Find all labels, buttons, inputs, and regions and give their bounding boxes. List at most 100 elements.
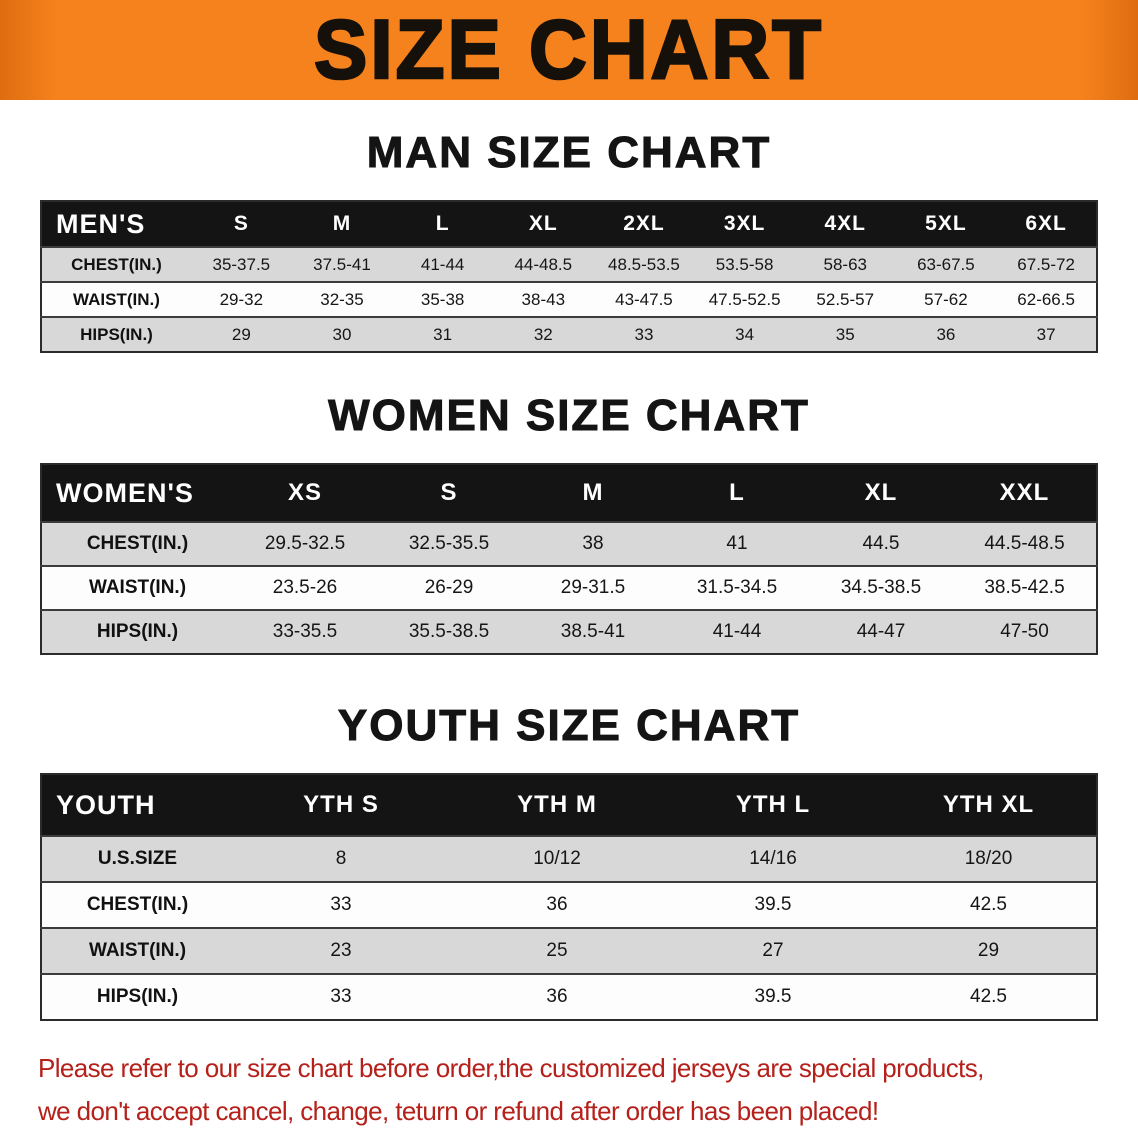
size-value-cell: 44-48.5 [514, 254, 573, 274]
size-value-cell: 36 [546, 894, 568, 915]
size-value-cell: 34.5-38.5 [840, 577, 922, 598]
column-header: M [521, 464, 665, 522]
size-value-cell: 8 [335, 848, 347, 869]
size-value-cell: 29-32 [219, 289, 264, 309]
size-value-cell: 41-44 [712, 621, 762, 642]
column-header: XS [233, 464, 377, 522]
size-value-cell: 38.5-41 [560, 621, 626, 642]
row-label: WAIST(IN.) [88, 577, 187, 598]
banner-title: SIZE CHART [313, 2, 824, 97]
column-header: S [377, 464, 521, 522]
footer-note-line-2: we don't accept cancel, change, teturn o… [38, 1096, 879, 1126]
size-value-cell: 44-47 [856, 621, 906, 642]
size-value-cell: 39.5 [754, 894, 792, 915]
size-value-cell: 14/16 [749, 848, 797, 869]
row-label: WAIST(IN.) [88, 940, 187, 961]
column-header: 6XL [996, 201, 1097, 247]
size-value-cell: 35-37.5 [212, 254, 271, 274]
table-row: CHEST(IN.) 35-37.5 37.5-41 41-44 44-48.5 48.5… [41, 247, 1097, 282]
mens-section: MAN SIZE CHART MEN'S S M L XL 2XL 3XL 4XL 5XL 6XL C… [0, 128, 1138, 353]
table-row: WAIST(IN.) 23.5-26 26-29 29-31.5 31.5-34.5 34… [41, 566, 1097, 610]
size-value-cell: 35.5-38.5 [408, 621, 490, 642]
size-value-cell: 30 [332, 324, 352, 344]
size-value-cell: 52.5-57 [816, 289, 875, 309]
size-value-cell: 26-29 [424, 577, 474, 598]
size-value-cell: 43-47.5 [615, 289, 673, 309]
footer-note-line-1: Please refer to our size chart before or… [38, 1053, 984, 1083]
column-header: S [191, 201, 292, 247]
row-label: WAIST(IN.) [73, 289, 160, 309]
size-value-cell: 33 [330, 986, 352, 1007]
size-value-cell: 44.5-48.5 [984, 533, 1065, 554]
table-row: HIPS(IN.) 33-35.5 35.5-38.5 38.5-41 41-44 44-… [41, 610, 1097, 654]
size-value-cell: 47.5-52.5 [708, 289, 781, 309]
row-label: CHEST(IN.) [86, 533, 189, 554]
size-value-cell: 36 [546, 986, 568, 1007]
size-value-cell: 23.5-26 [272, 577, 338, 598]
table-row: CHEST(IN.) 33 36 39.5 42.5 [41, 882, 1097, 928]
table-row: HIPS(IN.) 29 30 31 32 33 34 35 36 37 [41, 317, 1097, 352]
size-value-cell: 38-43 [521, 289, 566, 309]
size-value-cell: 32 [533, 324, 553, 344]
table-row: HIPS(IN.) 33 36 39.5 42.5 [41, 974, 1097, 1020]
size-value-cell: 33 [634, 324, 654, 344]
column-header: 5XL [895, 201, 997, 247]
size-value-cell: 41-44 [420, 254, 465, 274]
womens-size-table: WOMEN'S XS S M L XL XXL CHEST(IN.) 29.5-32.5 32.5… [40, 463, 1098, 655]
size-value-cell: 58-63 [823, 254, 867, 274]
size-value-cell: 53.5-58 [715, 254, 774, 274]
column-header: XL [809, 464, 953, 522]
sections: MAN SIZE CHART MEN'S S M L XL 2XL 3XL 4XL 5XL 6XL C… [0, 128, 1138, 1021]
table-header-row: YOUTH YTH S YTH M YTH L YTH XL [41, 774, 1097, 836]
mens-section-heading: MAN SIZE CHART [366, 128, 772, 178]
column-header: L [665, 464, 809, 522]
column-header: YTH S [233, 774, 449, 836]
size-value-cell: 42.5 [970, 986, 1007, 1007]
womens-section-heading: WOMEN SIZE CHART [328, 391, 810, 441]
table-row: CHEST(IN.) 29.5-32.5 32.5-35.5 38 41 44.5 44.5… [41, 522, 1097, 566]
womens-section: WOMEN SIZE CHART WOMEN'S XS S M L XL XXL CHEST(I… [0, 391, 1138, 655]
row-label: HIPS(IN.) [96, 621, 179, 642]
mens-table-title: MEN'S [41, 201, 191, 247]
column-header: YTH XL [881, 774, 1097, 836]
mens-size-table: MEN'S S M L XL 2XL 3XL 4XL 5XL 6XL CHEST(IN.) 35-37… [40, 200, 1098, 353]
size-value-cell: 34 [735, 324, 755, 344]
size-value-cell: 27 [762, 940, 784, 961]
size-value-cell: 37.5-41 [313, 254, 371, 274]
size-value-cell: 47-50 [1000, 621, 1049, 642]
row-label: CHEST(IN.) [86, 894, 189, 915]
column-header: 3XL [694, 201, 795, 247]
column-header: L [392, 201, 493, 247]
size-value-cell: 48.5-53.5 [608, 254, 680, 274]
table-header-row: MEN'S S M L XL 2XL 3XL 4XL 5XL 6XL [41, 201, 1097, 247]
size-value-cell: 10/12 [533, 848, 581, 869]
column-header: M [291, 201, 393, 247]
size-value-cell: 29-31.5 [560, 577, 626, 598]
size-value-cell: 29.5-32.5 [264, 533, 346, 554]
size-value-cell: 57-62 [924, 289, 968, 309]
table-header-row: WOMEN'S XS S M L XL XXL [41, 464, 1097, 522]
youth-section-heading: YOUTH SIZE CHART [337, 701, 801, 751]
size-value-cell: 35-38 [420, 289, 465, 309]
size-value-cell: 42.5 [970, 894, 1007, 915]
row-label: HIPS(IN.) [80, 324, 153, 344]
table-row: U.S.SIZE 8 10/12 14/16 18/20 [41, 836, 1097, 882]
size-value-cell: 25 [546, 940, 568, 961]
size-value-cell: 23 [330, 940, 352, 961]
row-label: HIPS(IN.) [96, 986, 179, 1007]
youth-table-title: YOUTH [41, 774, 233, 836]
column-header: YTH L [665, 774, 881, 836]
column-header: 4XL [794, 201, 896, 247]
size-value-cell: 29 [977, 940, 1000, 961]
size-value-cell: 36 [936, 324, 956, 344]
size-value-cell: 31.5-34.5 [696, 577, 778, 598]
size-value-cell: 67.5-72 [1017, 254, 1075, 274]
size-chart-banner: SIZE CHART [0, 0, 1138, 100]
youth-section: YOUTH SIZE CHART YOUTH YTH S YTH M YTH L YTH … [0, 701, 1138, 1021]
size-value-cell: 39.5 [754, 986, 792, 1007]
size-value-cell: 29 [231, 324, 251, 344]
size-value-cell: 18/20 [964, 848, 1013, 869]
size-value-cell: 41 [726, 533, 748, 554]
size-value-cell: 44.5 [862, 533, 900, 554]
youth-size-table: YOUTH YTH S YTH M YTH L YTH XL U.S.SIZE 8 10/12… [40, 773, 1098, 1021]
